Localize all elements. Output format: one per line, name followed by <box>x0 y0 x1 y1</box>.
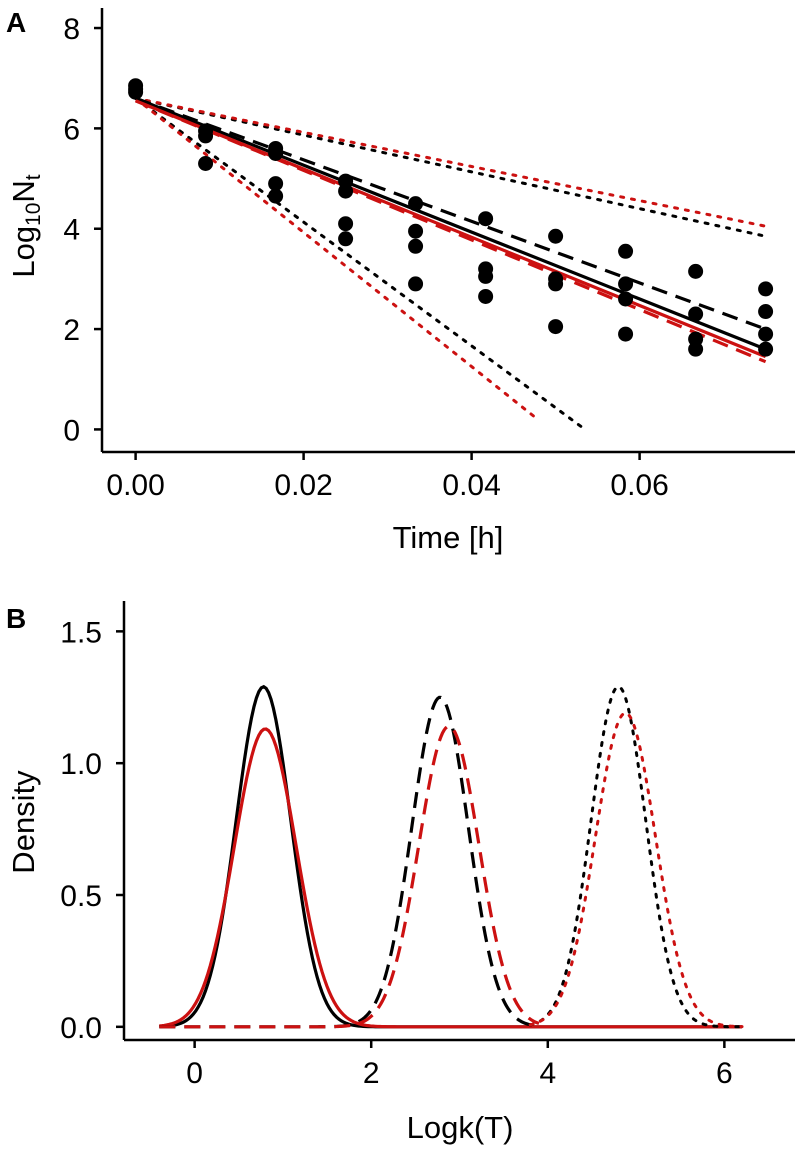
y-title-log: Log <box>6 226 41 278</box>
data-point <box>618 276 634 292</box>
data-point <box>758 326 774 342</box>
panel-b-x-ticks: 0 2 4 6 <box>186 1040 733 1090</box>
data-point <box>478 211 494 227</box>
data-point <box>338 216 354 232</box>
density-curve-red-dashed <box>159 724 540 1029</box>
y-tick-label: 1.0 <box>60 748 102 781</box>
data-point <box>268 145 284 161</box>
panel-a-scatter-chart: A 0 2 4 6 8 0.00 0.02 0.04 0.06 Time [h] Log10N… <box>6 7 795 555</box>
fit-line-red-solid <box>134 99 767 359</box>
panel-b-label: B <box>6 603 26 634</box>
x-tick-label: 0 <box>186 1057 203 1090</box>
data-point <box>408 238 424 254</box>
data-point <box>758 304 774 320</box>
fit-line-red-dotted-upper <box>134 96 768 228</box>
y-tick-label: 0.0 <box>60 1012 102 1045</box>
fit-line-black-dashed <box>135 96 767 331</box>
density-curve-red-solid <box>159 727 743 1029</box>
data-point <box>758 341 774 357</box>
data-point <box>338 231 354 247</box>
panel-a-x-ticks: 0.00 0.02 0.04 0.06 <box>106 452 669 502</box>
y-title-sub-t: t <box>22 174 45 180</box>
data-point <box>478 288 494 304</box>
x-tick-label: 0.02 <box>274 469 332 502</box>
panel-a-label: A <box>6 7 26 38</box>
data-point <box>758 281 774 297</box>
data-point <box>548 228 564 244</box>
x-tick-label: 6 <box>716 1057 733 1090</box>
panel-b-density-chart: B 0.0 0.5 1.0 1.5 0 2 4 6 Logk(T) Density <box>6 601 795 1145</box>
fit-line-black-dotted-upper <box>134 96 768 238</box>
panel-b-x-axis-title: Logk(T) <box>407 1110 514 1145</box>
data-point <box>408 223 424 239</box>
panel-a-y-ticks: 0 2 4 6 8 <box>63 13 102 447</box>
panel-a-axes <box>100 8 795 454</box>
y-tick-label: 0 <box>63 414 80 447</box>
data-point <box>618 243 634 259</box>
panel-a-x-axis-title: Time [h] <box>393 520 504 555</box>
density-curve-red-dotted <box>528 711 744 1029</box>
fit-line-black-solid <box>135 96 767 351</box>
fit-line-black-dotted-lower <box>134 96 587 431</box>
panel-b-y-ticks: 0.0 0.5 1.0 1.5 <box>60 616 124 1045</box>
data-point <box>268 176 284 192</box>
x-tick-label: 0.06 <box>610 469 668 502</box>
y-title-sub-10: 10 <box>22 203 45 226</box>
data-point <box>688 341 704 357</box>
y-tick-label: 6 <box>63 113 80 146</box>
data-point <box>688 306 704 322</box>
data-point <box>198 156 214 172</box>
data-point <box>198 128 214 144</box>
x-tick-label: 4 <box>539 1057 556 1090</box>
data-point <box>618 291 634 307</box>
density-curve-black-solid <box>159 684 743 1029</box>
density-curve-black-dotted <box>528 685 744 1029</box>
y-tick-label: 0.5 <box>60 880 102 913</box>
panel-a-y-axis-title: Log10Nt <box>6 174 45 277</box>
data-point <box>268 188 284 204</box>
y-title-n: N <box>6 180 41 202</box>
y-tick-label: 2 <box>63 314 80 347</box>
panel-b-density-curves <box>159 684 744 1029</box>
data-point <box>548 319 564 335</box>
fit-line-red-dotted-lower <box>134 96 537 419</box>
data-point <box>478 268 494 284</box>
x-tick-label: 2 <box>363 1057 380 1090</box>
data-point <box>408 276 424 292</box>
panel-a-data-points <box>128 78 774 357</box>
data-point <box>688 263 704 279</box>
panel-b-y-axis-title: Density <box>6 770 41 874</box>
panel-a-fit-lines <box>134 96 768 431</box>
data-point <box>128 84 144 100</box>
y-tick-label: 4 <box>63 214 80 247</box>
data-point <box>618 326 634 342</box>
y-tick-label: 8 <box>63 13 80 46</box>
data-point <box>408 196 424 212</box>
x-tick-label: 0.00 <box>106 469 164 502</box>
x-tick-label: 0.04 <box>442 469 500 502</box>
y-tick-label: 1.5 <box>60 616 102 649</box>
data-point <box>338 183 354 199</box>
data-point <box>548 276 564 292</box>
